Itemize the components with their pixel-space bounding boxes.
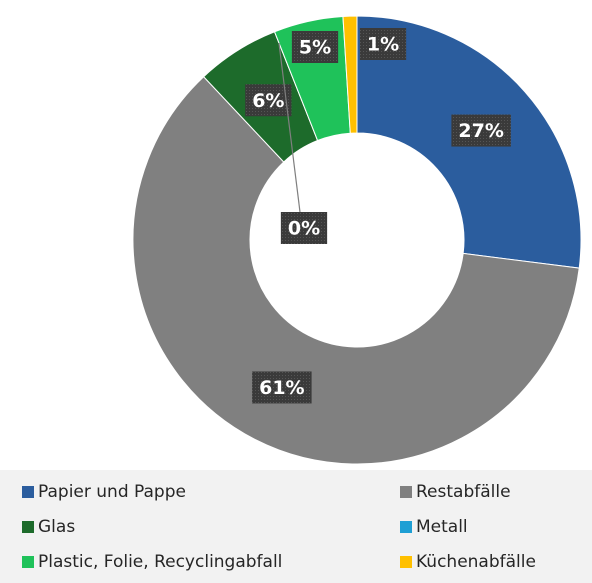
legend-label: Restabfälle xyxy=(416,482,511,502)
data-label-box xyxy=(359,28,407,60)
data-label-text: 5% xyxy=(299,37,331,59)
legend-label: Metall xyxy=(416,517,468,537)
legend-label: Glas xyxy=(38,517,75,537)
slice xyxy=(132,76,580,465)
legend-swatch xyxy=(22,556,34,568)
legend-label: Küchenabfälle xyxy=(416,552,536,572)
data-label: 27% xyxy=(451,114,511,147)
data-label-box xyxy=(291,31,339,63)
data-label: 6% xyxy=(245,84,292,117)
legend-swatch xyxy=(400,521,412,533)
data-label: 5% xyxy=(291,31,339,63)
data-label: 61% xyxy=(252,371,312,404)
legend-background xyxy=(0,470,592,583)
data-label-box xyxy=(245,84,292,117)
data-label-box xyxy=(252,371,312,404)
data-label-text: 0% xyxy=(288,218,320,240)
leader-line xyxy=(278,42,301,213)
data-label-text: 1% xyxy=(367,34,399,56)
legend-swatch xyxy=(22,521,34,533)
data-label-box xyxy=(451,114,511,147)
legend-swatch xyxy=(400,486,412,498)
data-label-box xyxy=(280,212,328,244)
data-label-text: 27% xyxy=(458,120,503,142)
data-label: 1% xyxy=(359,28,407,60)
legend-label: Papier und Pappe xyxy=(38,482,186,502)
data-label: 0% xyxy=(280,212,328,244)
data-label-text: 61% xyxy=(259,377,304,399)
data-label-text: 6% xyxy=(252,90,284,112)
legend-swatch xyxy=(400,556,412,568)
legend-label: Plastic, Folie, Recyclingabfall xyxy=(38,552,282,572)
legend-swatch xyxy=(22,486,34,498)
slice xyxy=(342,15,358,134)
